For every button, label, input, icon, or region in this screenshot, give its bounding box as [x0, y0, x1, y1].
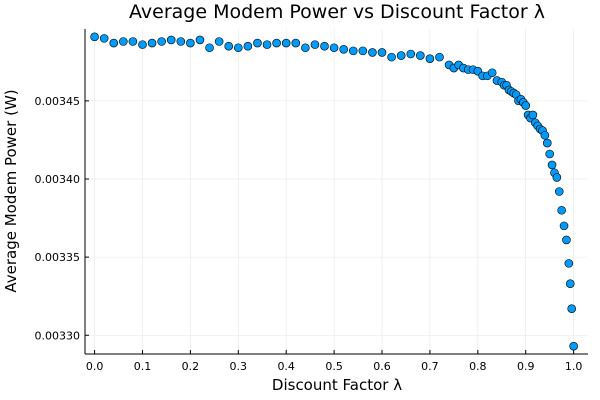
data-point-11	[195, 35, 205, 45]
data-point-36	[435, 52, 444, 62]
x-tick-label-4: 0.4	[277, 360, 295, 373]
data-point-72	[554, 187, 564, 196]
data-point-12	[205, 43, 214, 53]
data-point-75	[562, 235, 571, 245]
data-point-25	[329, 43, 339, 53]
y-tick-label-1: 0.00335	[35, 251, 81, 264]
x-tick-label-0: 0.0	[86, 360, 104, 373]
data-point-23	[310, 40, 320, 49]
data-point-14	[224, 41, 234, 51]
data-point-29	[368, 48, 377, 57]
data-points	[90, 32, 578, 351]
data-point-16	[243, 41, 253, 51]
x-tick-label-2: 0.2	[182, 360, 200, 373]
data-point-79	[569, 341, 578, 351]
data-point-21	[291, 38, 301, 48]
x-tick-label-7: 0.7	[421, 360, 439, 373]
x-tick-label-9: 0.9	[517, 360, 535, 373]
y-tick-label-3: 0.00345	[35, 95, 81, 108]
data-point-13	[214, 37, 224, 46]
y-tick-label-0: 0.00330	[35, 329, 81, 342]
x-tick-label-5: 0.5	[325, 360, 343, 373]
grid-lines	[85, 29, 588, 354]
tick-labels: 0.0 0.1 0.2 0.3 0.4 0.5 0.6 0.7 0.8 0.9 1.0 0.00330…	[35, 95, 583, 373]
chart-title: Average Modem Power vs Discount Factor λ	[129, 1, 545, 23]
data-point-19	[272, 38, 281, 48]
data-point-8	[166, 35, 176, 45]
data-point-73	[557, 205, 566, 215]
data-point-20	[281, 38, 291, 48]
y-tick-label-2: 0.00340	[35, 173, 81, 186]
data-point-69	[547, 160, 557, 170]
x-tick-label-10: 1.0	[565, 360, 583, 373]
data-point-67	[542, 138, 552, 148]
y-axis-label: Average Modem Power (W)	[2, 89, 20, 292]
data-point-78	[567, 304, 577, 313]
data-point-61	[528, 110, 538, 120]
data-point-4	[128, 37, 138, 46]
x-tick-label-8: 0.8	[469, 360, 487, 373]
data-point-71	[552, 173, 562, 182]
data-point-2	[109, 38, 119, 48]
data-point-6	[147, 38, 157, 48]
data-point-27	[348, 46, 358, 56]
data-point-31	[387, 52, 396, 62]
data-point-32	[396, 51, 406, 60]
data-point-26	[339, 45, 348, 54]
data-point-22	[301, 43, 310, 53]
data-point-17	[253, 38, 262, 48]
data-point-18	[262, 40, 272, 49]
data-point-77	[565, 279, 575, 288]
axes	[84, 29, 588, 355]
data-point-7	[157, 37, 166, 46]
data-point-35	[425, 54, 435, 63]
data-point-76	[564, 259, 574, 268]
x-axis-label: Discount Factor λ	[272, 376, 402, 394]
data-point-3	[119, 37, 128, 46]
data-point-15	[233, 43, 243, 53]
data-point-74	[559, 221, 569, 231]
data-point-68	[545, 149, 554, 159]
data-point-66	[540, 130, 550, 140]
data-point-10	[186, 38, 195, 48]
data-point-58	[521, 101, 531, 110]
data-point-34	[416, 51, 425, 60]
data-point-46	[487, 68, 497, 78]
data-point-5	[138, 40, 147, 49]
data-point-9	[176, 37, 186, 46]
data-point-0	[90, 32, 99, 42]
data-point-24	[320, 41, 329, 51]
x-tick-label-6: 0.6	[373, 360, 391, 373]
data-point-30	[377, 48, 387, 57]
data-point-33	[406, 49, 416, 59]
data-point-28	[358, 46, 368, 56]
data-point-1	[99, 34, 109, 43]
x-tick-label-3: 0.3	[230, 360, 248, 373]
x-tick-label-1: 0.1	[134, 360, 152, 373]
